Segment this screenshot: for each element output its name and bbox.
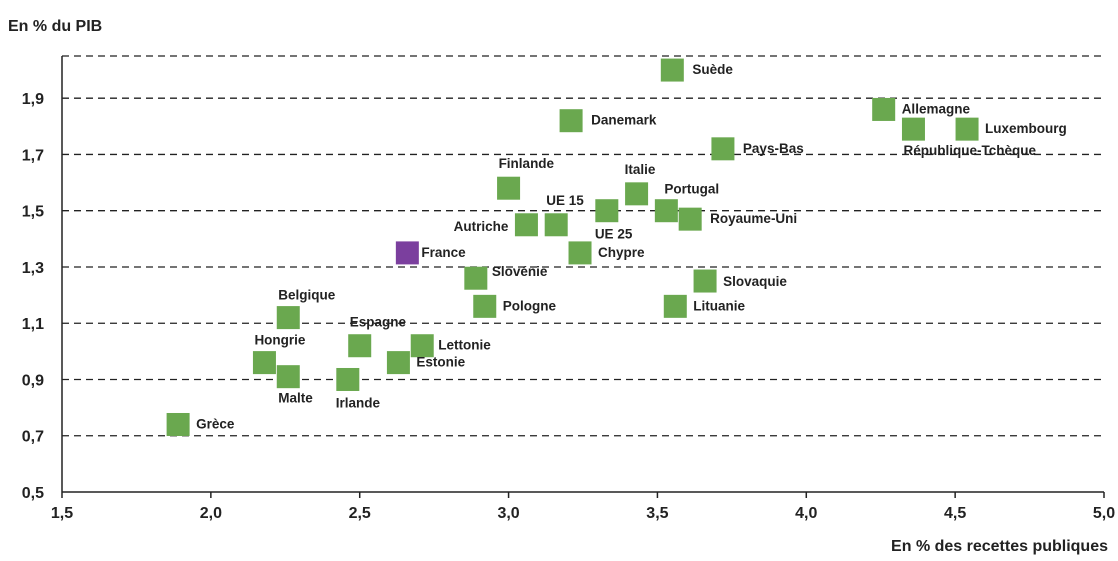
data-point [252, 351, 276, 375]
x-tick-label: 3,5 [646, 505, 668, 522]
point-label: Hongrie [254, 333, 305, 348]
axes [61, 56, 1105, 498]
point-label: République-Tchèque [903, 143, 1036, 158]
point-label: France [421, 245, 466, 260]
point-label: Lettonie [438, 338, 491, 353]
data-point [654, 199, 678, 223]
point-label: Malte [278, 391, 313, 406]
x-tick-label: 5,0 [1093, 505, 1115, 522]
x-axis-label: En % des recettes publiques [891, 538, 1108, 555]
data-point [497, 176, 521, 200]
data-point [559, 109, 583, 133]
point-label: Grèce [196, 416, 235, 431]
x-tick-label: 2,5 [349, 505, 371, 522]
data-point [711, 137, 735, 161]
data-point [663, 294, 687, 318]
y-tick-label: 1,3 [22, 260, 44, 277]
point-label: Pologne [503, 298, 557, 313]
data-point [568, 241, 592, 265]
data-point [348, 334, 372, 358]
data-point [514, 213, 538, 237]
data-point [336, 367, 360, 391]
tick-labels: 0,5 0,7 0,9 1,1 1,3 1,5 1,7 1,9 1,5 2,0 2,5 3,0 3,5 4… [22, 91, 1115, 522]
y-tick-label: 1,5 [22, 204, 44, 221]
y-tick-label: 0,5 [22, 485, 44, 502]
x-tick-label: 4,0 [795, 505, 817, 522]
point-label: Estonie [416, 355, 465, 370]
point-label: Suède [692, 62, 733, 77]
y-axis-label: En % du PIB [8, 18, 103, 35]
point-label: Lituanie [693, 298, 745, 313]
x-tick-label: 4,5 [944, 505, 966, 522]
data-point [872, 97, 896, 121]
data-point [595, 199, 619, 223]
x-tick-label: 2,0 [200, 505, 222, 522]
data-point [473, 294, 497, 318]
data-points [166, 58, 979, 436]
data-point [544, 213, 568, 237]
y-tick-label: 0,9 [22, 372, 44, 389]
point-label: UE 15 [546, 193, 584, 208]
y-tick-label: 1,7 [22, 147, 44, 164]
x-tick-label: 3,0 [497, 505, 519, 522]
point-label: Luxembourg [985, 121, 1067, 136]
data-point [955, 117, 979, 141]
data-point [276, 365, 300, 389]
point-labels: Suède Allemagne République-Tchèque Luxembou… [196, 62, 1067, 431]
point-label: Belgique [278, 288, 335, 303]
point-label: UE 25 [595, 227, 633, 242]
point-label: Espagne [350, 315, 407, 330]
x-tick-label: 1,5 [51, 505, 73, 522]
data-point [678, 207, 702, 231]
point-label: Allemagne [902, 101, 971, 116]
data-point [386, 351, 410, 375]
point-label: Slovénie [492, 264, 548, 279]
data-point [395, 241, 419, 265]
grid-lines [62, 55, 1104, 437]
point-label: Italie [625, 162, 656, 177]
point-label: Danemark [591, 113, 657, 128]
y-tick-label: 1,1 [22, 316, 44, 333]
data-point [660, 58, 684, 82]
point-label: Portugal [664, 182, 719, 197]
data-point [276, 306, 300, 330]
point-label: Irlande [336, 395, 381, 410]
data-point [901, 117, 925, 141]
data-point [625, 182, 649, 206]
y-tick-label: 1,9 [22, 91, 44, 108]
point-label: Slovaquie [723, 274, 787, 289]
point-label: Finlande [499, 156, 555, 171]
point-label: Royaume-Uni [710, 211, 797, 226]
data-point [166, 412, 190, 436]
data-point [410, 334, 434, 358]
data-point [693, 269, 717, 293]
point-label: Autriche [454, 219, 509, 234]
point-label: Pays-Bas [743, 141, 804, 156]
y-tick-label: 0,7 [22, 429, 44, 446]
data-point [464, 266, 488, 290]
point-label: Chypre [598, 245, 645, 260]
